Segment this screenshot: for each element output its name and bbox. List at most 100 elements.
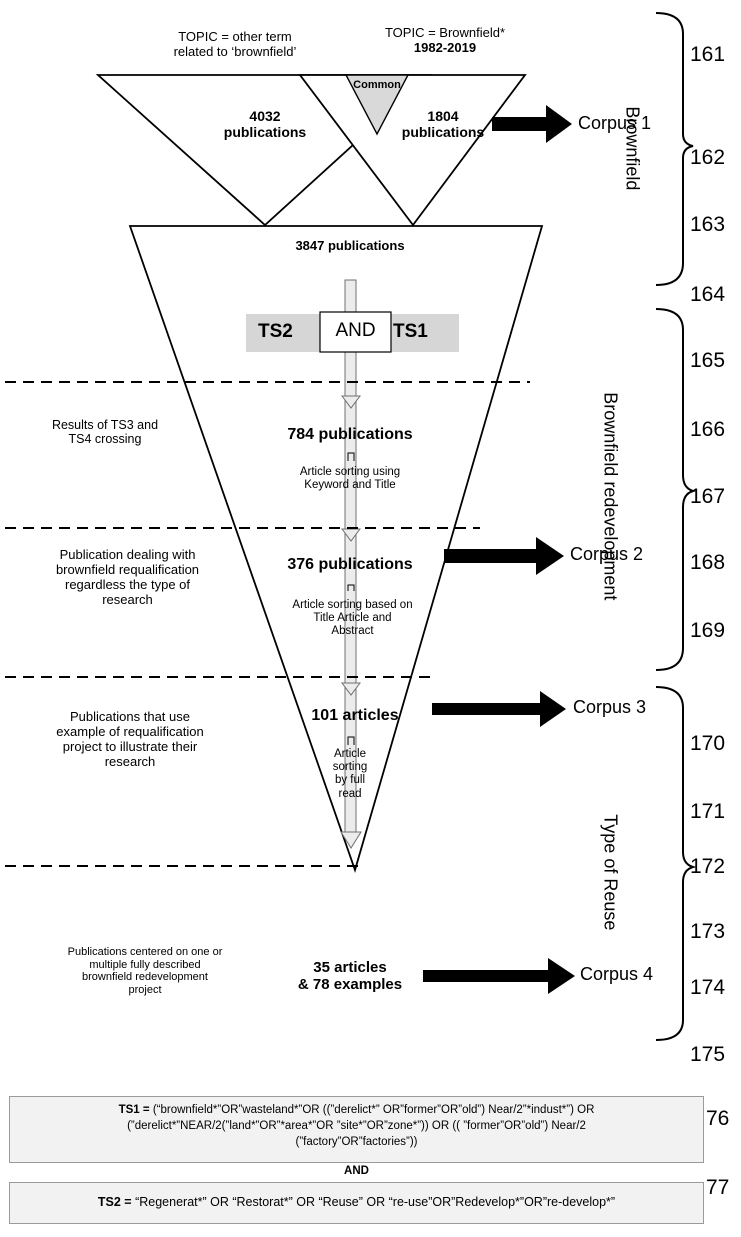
line-number: 170 xyxy=(690,732,726,755)
bracket-label-redevelopment: Brownfield redevelopment xyxy=(600,392,621,601)
line-number: 169 xyxy=(690,619,726,642)
ts1-query-line-1: (“brownfield*”OR”wasteland*”OR ((”dereli… xyxy=(152,1104,595,1116)
ts2-query-label: TS2 = xyxy=(97,1195,136,1209)
line-number: 166 xyxy=(690,418,726,441)
step-arrow-1 xyxy=(341,395,361,409)
line-number: 163 xyxy=(690,213,726,236)
line-number: 165 xyxy=(690,349,726,372)
right-count-label: 1804 publications xyxy=(388,108,498,140)
final-count: 35 articles & 78 examples xyxy=(270,959,430,994)
sort-step-2-line-3: Abstract xyxy=(331,625,374,638)
step-arrow-3 xyxy=(341,682,361,696)
step-376: 376 publications xyxy=(287,556,413,573)
sort-step-1-line-1: Article sorting using xyxy=(299,466,401,478)
line-number: 173 xyxy=(690,920,726,943)
line-number: 174 xyxy=(690,976,726,999)
note-examples: Publications that use example of requali… xyxy=(25,709,235,770)
brace-brownfield xyxy=(655,12,694,286)
line-number: 164 xyxy=(690,283,726,306)
query-and-label: AND xyxy=(344,1165,369,1177)
sort-step-3: Article sorting by full read xyxy=(315,748,385,801)
line-number: 167 xyxy=(690,485,726,508)
ts2-query-text: TS2 = “Regenerat*” OR “Restorat*” OR “Re… xyxy=(18,1195,695,1209)
note-2-line-1: Publication dealing with xyxy=(59,547,196,562)
ts1-query-label: TS1 = xyxy=(118,1104,153,1116)
step-101: 101 articles xyxy=(311,707,399,724)
topic-brownfield-line: TOPIC = Brownfield* xyxy=(384,25,506,40)
note-1-line-1: Results of TS3 and xyxy=(51,418,159,432)
note-3-line-4: research xyxy=(104,753,156,769)
line-number: 175 xyxy=(690,1043,726,1066)
bracket-label-type-of-reuse: Type of Reuse xyxy=(600,814,621,931)
sort-step-3-line-3: by full xyxy=(334,774,366,787)
final-articles: 35 articles xyxy=(313,959,387,976)
common-label: Common xyxy=(353,79,401,91)
note-4-line-2: multiple fully described xyxy=(89,958,201,971)
common-intersection xyxy=(344,74,410,136)
topic-other-line-2: related to ‘brownfield’ xyxy=(173,43,297,59)
note-2-line-2: brownfield requalification xyxy=(55,561,200,577)
line-number: 168 xyxy=(690,551,726,574)
corpus-4-arrow xyxy=(423,958,575,994)
and-box xyxy=(319,311,392,353)
ts1-label: TS1 xyxy=(393,321,428,342)
line-number: 76 xyxy=(706,1107,730,1130)
and-label: AND xyxy=(335,320,376,341)
flow-arrow-head xyxy=(340,831,362,849)
corpus-1-label: Corpus 1 xyxy=(578,113,652,133)
merged-count: 3847 publications xyxy=(295,238,405,253)
corpus-2-label: Corpus 2 xyxy=(570,544,644,564)
note-2-line-4: research xyxy=(102,591,153,607)
sort-step-3-line-4: read xyxy=(338,787,362,800)
sort-step-1: Article sorting using Keyword and Title xyxy=(265,466,435,492)
sort-mark-1 xyxy=(347,452,355,461)
note-3-line-1: Publications that use xyxy=(70,709,190,724)
note-3-line-2: example of requalification xyxy=(56,723,204,739)
note-1-line-2: TS4 crossing xyxy=(68,432,142,447)
left-count-number: 4032 xyxy=(249,108,281,124)
sort-mark-2 xyxy=(347,584,355,591)
ts1-query-box: TS1 = (“brownfield*”OR”wasteland*”OR ((”… xyxy=(9,1096,704,1163)
sort-step-2-line-2: Title Article and xyxy=(313,612,392,625)
topic-other-label: TOPIC = other term related to ‘brownfiel… xyxy=(140,29,330,60)
note-3-line-3: project to illustrate their xyxy=(62,738,198,754)
sort-step-2-line-1: Article sorting based on xyxy=(292,599,413,611)
note-2-line-3: regardless the type of xyxy=(64,576,191,592)
sort-step-1-line-2: Keyword and Title xyxy=(304,479,396,492)
line-number: 172 xyxy=(690,855,726,878)
note-4-line-1: Publications centered on one or xyxy=(67,946,223,958)
corpus-3-label: Corpus 3 xyxy=(573,697,647,717)
topic-other-line-1: TOPIC = other term xyxy=(178,29,292,44)
bracket-label-brownfield: Brownfield xyxy=(622,106,643,191)
step-784: 784 publications xyxy=(287,426,413,443)
sort-step-3-line-1: Article xyxy=(334,748,366,760)
ts2-query-content: “Regenerat*” OR “Restorat*” OR “Reuse” O… xyxy=(135,1195,616,1209)
ts1-query-line-2: (”derelict*”NEAR/2(”land*”OR”*area*”OR ”… xyxy=(127,1120,586,1133)
corpus-4-label: Corpus 4 xyxy=(580,964,654,984)
topic-brownfield-label: TOPIC = Brownfield* 1982-2019 xyxy=(370,25,520,56)
note-4-line-3: brownfield redevelopment xyxy=(82,971,208,984)
ts1-query-text: TS1 = (“brownfield*”OR”wasteland*”OR ((”… xyxy=(18,1102,695,1150)
right-topic-triangle xyxy=(298,74,527,227)
line-number: 162 xyxy=(690,146,726,169)
sort-step-3-line-2: sorting xyxy=(332,761,368,774)
left-count-unit: publications xyxy=(223,124,307,141)
brace-redevelopment xyxy=(655,308,697,671)
right-count-number: 1804 xyxy=(427,108,459,124)
corpus-3-arrow xyxy=(432,691,566,727)
corpus-2-arrow xyxy=(444,537,564,575)
note-ts3-ts4: Results of TS3 and TS4 crossing xyxy=(15,418,195,447)
note-centered: Publications centered on one or multiple… xyxy=(30,946,260,997)
sort-step-2: Article sorting based on Title Article a… xyxy=(270,599,435,639)
ts2-label: TS2 xyxy=(258,321,293,342)
left-count-label: 4032 publications xyxy=(200,108,330,140)
note-requalification: Publication dealing with brownfield requ… xyxy=(20,547,235,608)
line-number: 171 xyxy=(690,800,726,823)
sort-mark-3 xyxy=(347,736,355,745)
note-4-line-4: project xyxy=(128,983,162,996)
final-examples: & 78 examples xyxy=(297,976,403,994)
main-funnel xyxy=(128,225,544,873)
corpus-1-arrow xyxy=(492,105,572,143)
ts1-query-line-3: (”factory”OR”factories”)) xyxy=(295,1136,418,1149)
